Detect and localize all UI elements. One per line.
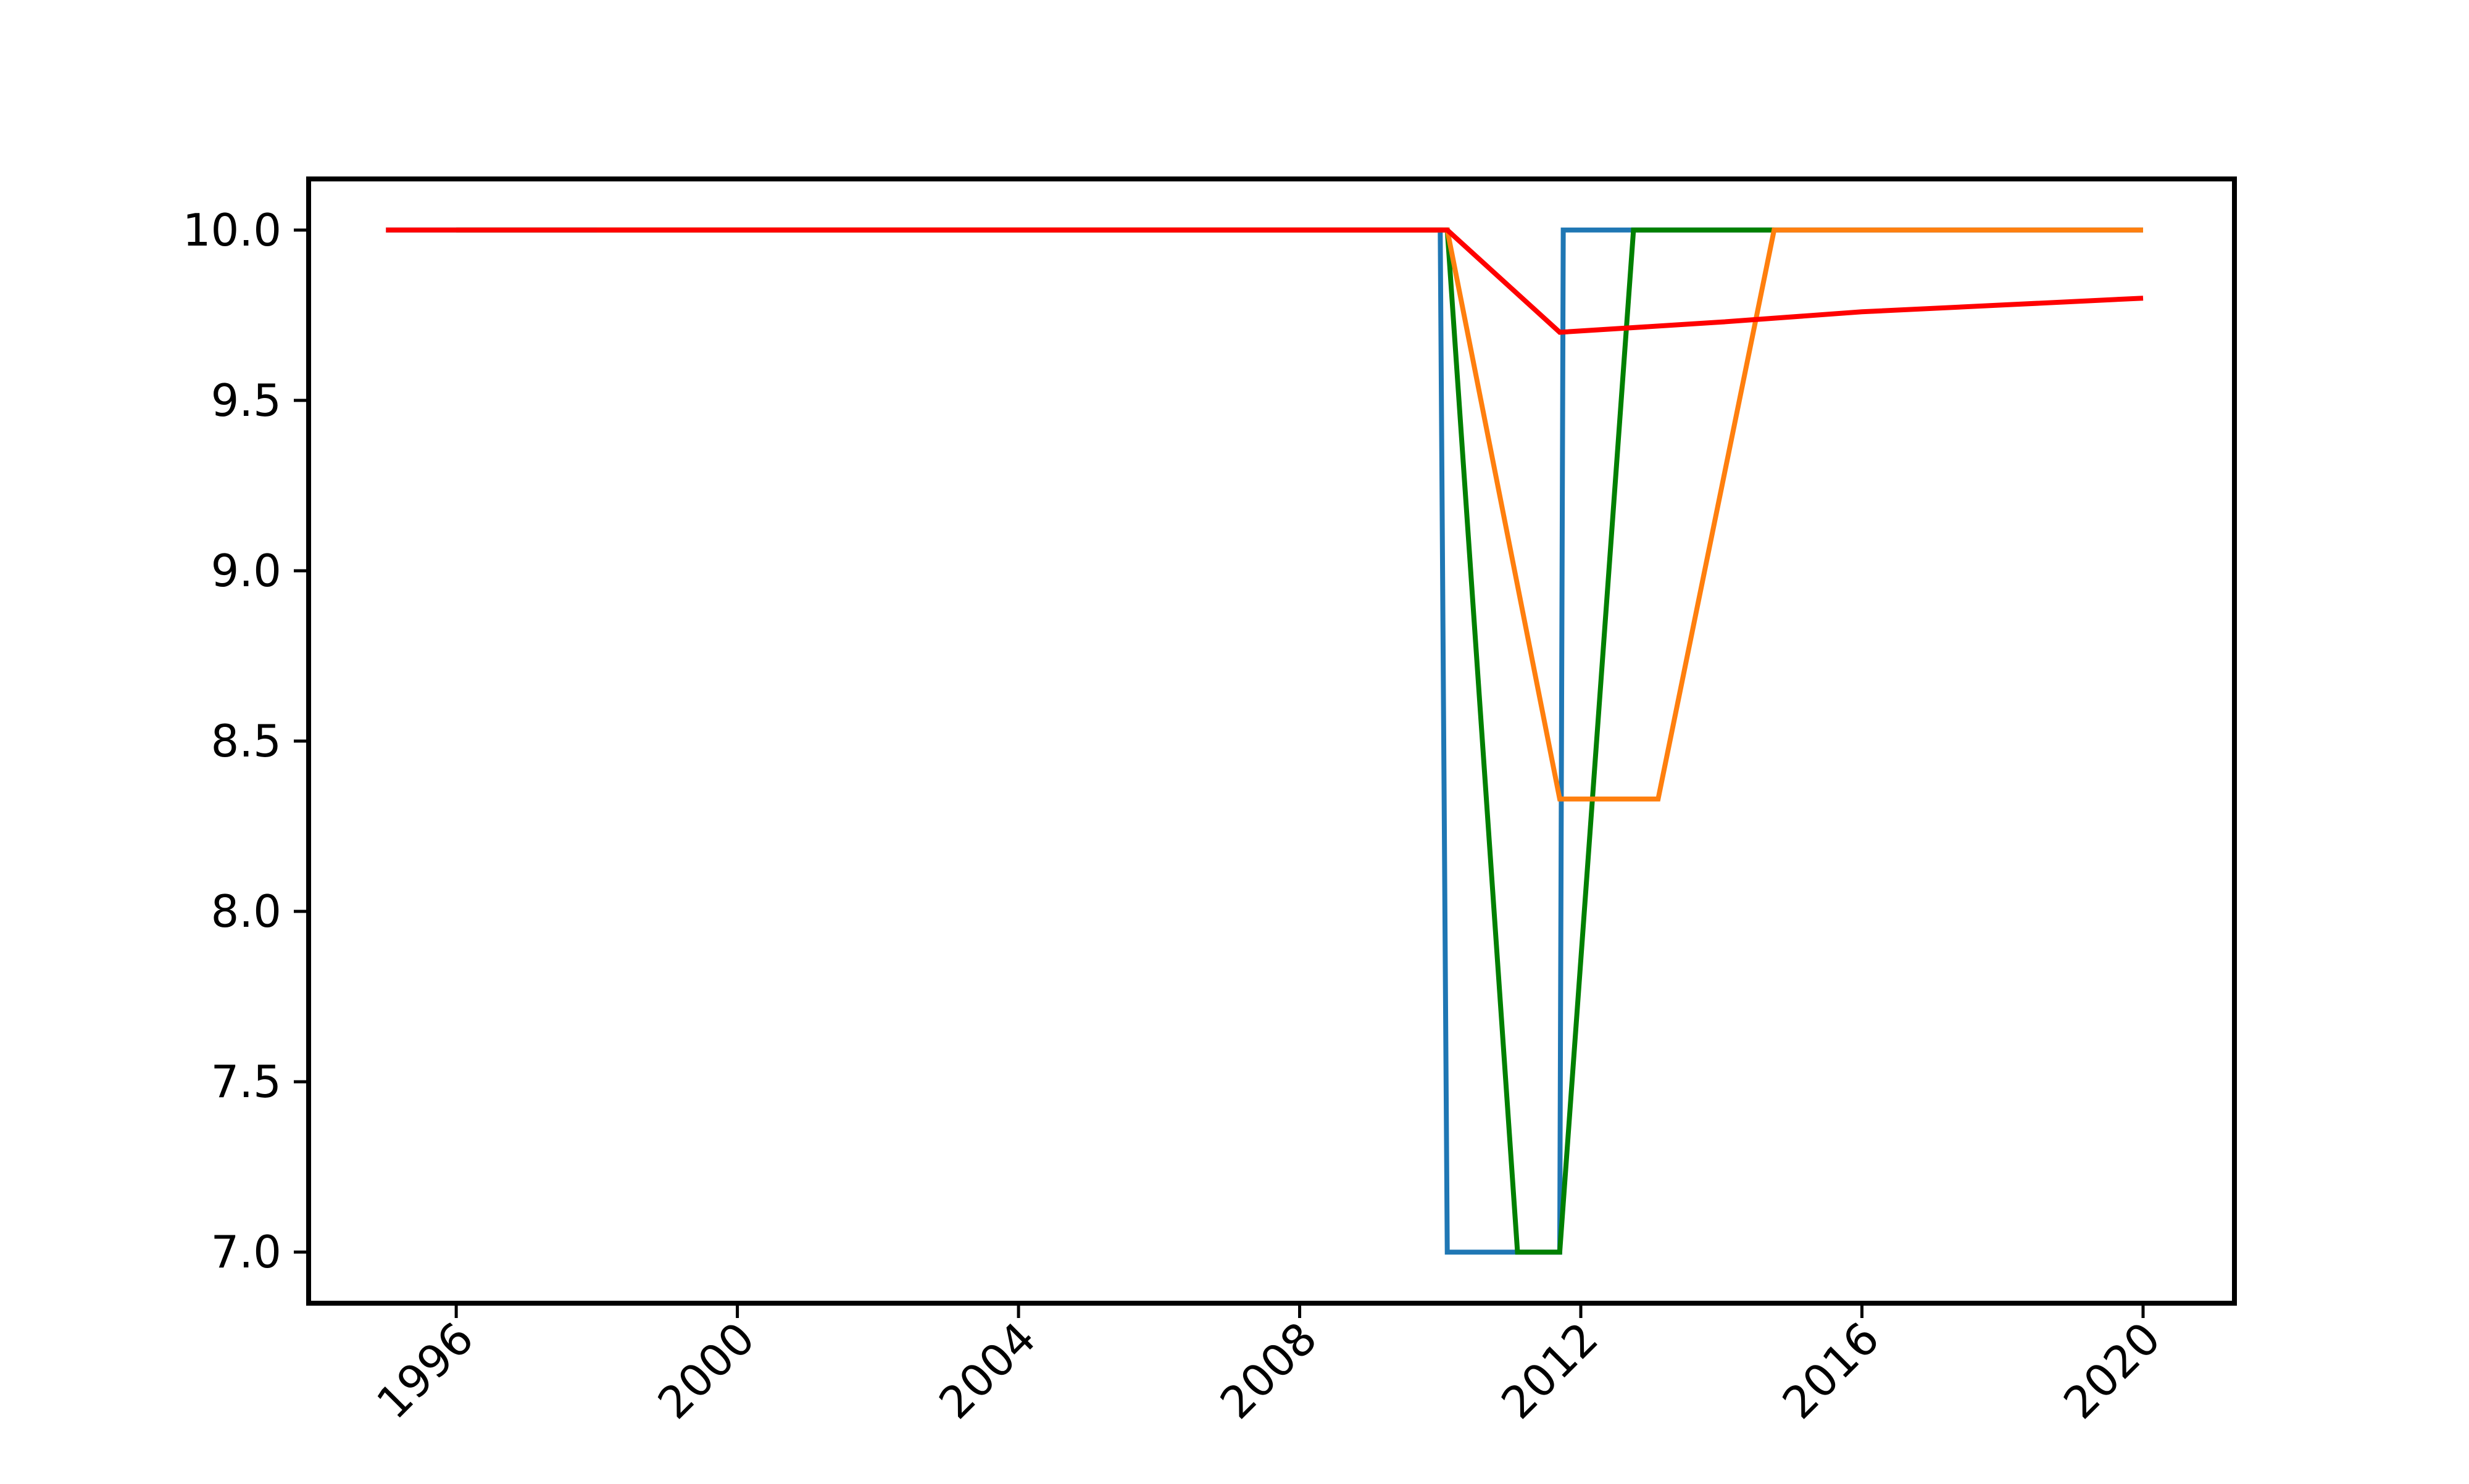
y-tick-label: 8.0 — [210, 885, 281, 937]
y-tick-label: 9.5 — [210, 375, 281, 426]
axes-layer: 7.0 7.5 8.0 8.5 9.0 9.5 10.0 1996 2000 2004 2008 20… — [183, 204, 2170, 1429]
x-tick-label: 2016 — [1773, 1312, 1889, 1429]
series-line-3 — [596, 227, 2143, 802]
series-layer — [386, 227, 2144, 1255]
y-tick-label: 8.5 — [210, 715, 281, 767]
x-tick-label: 2012 — [1491, 1312, 1608, 1429]
y-tick-label: 10.0 — [183, 204, 281, 256]
x-tick-label: 2020 — [2054, 1312, 2170, 1429]
series-line-1 — [386, 227, 2143, 1255]
x-tick-label: 2008 — [1210, 1312, 1327, 1429]
series-line-4 — [386, 227, 2144, 335]
x-tick-label: 2004 — [929, 1312, 1046, 1429]
y-tick-label: 7.0 — [210, 1226, 281, 1278]
x-tick-label: 2000 — [648, 1312, 765, 1429]
y-tick-label: 9.0 — [210, 545, 281, 597]
y-tick-label: 7.5 — [210, 1056, 281, 1108]
plot-frame — [306, 176, 2237, 1306]
x-tick-label: 1996 — [367, 1312, 483, 1429]
series-line-2 — [456, 227, 1775, 1255]
